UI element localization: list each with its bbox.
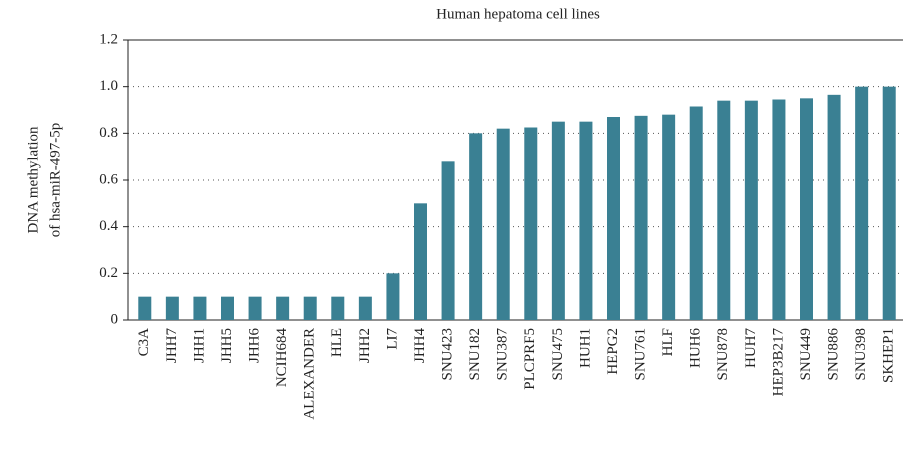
bar [276, 296, 290, 320]
y-tick-label: 0 [111, 311, 119, 327]
x-tick-label: NCIH684 [274, 328, 290, 388]
x-tick-label: JHH7 [164, 328, 180, 364]
x-tick-label: SNU398 [853, 328, 869, 381]
bar [551, 121, 565, 321]
x-tick-label: SNU878 [715, 328, 731, 381]
bar [689, 106, 703, 320]
bar [386, 273, 400, 320]
y-axis-label: DNA methylation of hsa-miR-497-5p [25, 123, 63, 238]
bar [303, 296, 317, 320]
bar [800, 98, 813, 320]
x-tick-label: JHH2 [357, 328, 373, 363]
bar [193, 296, 207, 320]
x-tick-label: SNU761 [633, 328, 649, 381]
y-tick-label: 0.8 [99, 125, 118, 141]
chart-title: Human hepatoma cell lines [436, 6, 600, 22]
bar [607, 117, 620, 320]
x-tick-label: HUH7 [743, 328, 759, 368]
x-tick-label: JHH5 [219, 328, 235, 363]
y-tick-label: 0.4 [99, 218, 118, 234]
bar [138, 296, 152, 320]
x-tick-label: HUH1 [577, 328, 593, 368]
bar [662, 114, 676, 321]
y-tick-label: 0.6 [99, 171, 118, 187]
x-tick-label: HEP3B217 [770, 328, 786, 397]
x-tick-label: SNU182 [467, 328, 483, 381]
y-axis-label-line: of hsa-miR-497-5p [47, 123, 63, 238]
bar [414, 203, 427, 320]
y-tick-label: 1.2 [99, 31, 118, 47]
x-tick-label: JHH1 [191, 328, 207, 363]
x-tick-label: HLE [329, 328, 345, 357]
bar [221, 296, 234, 320]
x-tick-label: SNU423 [440, 328, 456, 381]
bar [772, 99, 786, 320]
bar [855, 86, 869, 321]
x-tick-label: LI7 [384, 328, 400, 350]
x-tick-label: SKHEP1 [881, 328, 897, 383]
bar [524, 127, 538, 320]
bar [469, 133, 483, 320]
x-tick-label: ALEXANDER [302, 328, 318, 420]
bar [496, 128, 510, 320]
x-tick-label: PLCPRF5 [522, 328, 538, 390]
x-tick-label: HUH6 [688, 328, 704, 368]
bar [165, 296, 179, 320]
bar [358, 296, 372, 320]
bar [248, 296, 262, 320]
bar [579, 121, 593, 321]
bar [744, 100, 758, 321]
y-tick-label: 1.0 [99, 78, 118, 94]
x-tick-label: SNU387 [495, 328, 511, 381]
y-axis-label-line: DNA methylation [25, 126, 41, 234]
bar [717, 100, 731, 321]
bar [331, 296, 345, 320]
x-tick-label: SNU886 [826, 328, 842, 381]
x-tick-label: SNU475 [550, 328, 566, 381]
bar [441, 161, 455, 320]
x-tick-label: JHH4 [412, 328, 428, 364]
bar [634, 115, 648, 320]
y-tick-label: 0.2 [99, 265, 118, 281]
x-tick-label: C3A [136, 328, 152, 357]
x-tick-label: JHH6 [247, 328, 263, 364]
x-tick-label: HEPG2 [605, 328, 621, 375]
x-tick-label: SNU449 [798, 328, 814, 381]
bar [827, 94, 841, 320]
x-tick-label: HLF [660, 328, 676, 356]
bar [882, 86, 896, 321]
